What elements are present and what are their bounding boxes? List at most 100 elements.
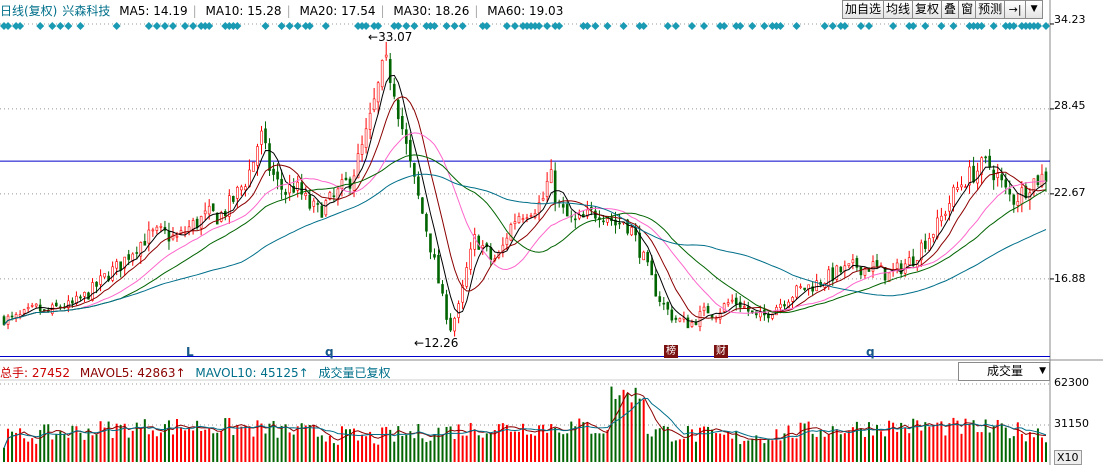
candle-body xyxy=(103,273,106,278)
diamond-signal xyxy=(1033,22,1042,30)
high-annotation: ←33.07 xyxy=(368,30,413,44)
diamond-signal xyxy=(305,22,314,30)
volume-bar xyxy=(686,426,689,462)
candle-body xyxy=(465,267,468,287)
volume-bar xyxy=(618,395,621,462)
add-to-watchlist-button[interactable]: 加自选 xyxy=(842,0,885,19)
candle-body xyxy=(895,262,899,269)
indicator-select[interactable]: 成交量 ▼ xyxy=(958,362,1050,381)
candle-body xyxy=(489,247,493,261)
volume-bar xyxy=(184,430,187,462)
candle-body xyxy=(509,224,513,241)
volume-bar xyxy=(699,427,702,462)
volume-bar xyxy=(538,425,541,462)
candle-body xyxy=(686,317,690,329)
candle-body xyxy=(964,186,967,188)
candle-body xyxy=(742,306,746,308)
diamond-signal xyxy=(261,22,270,30)
event-tag-financial[interactable]: 财 xyxy=(714,345,728,358)
candle-body xyxy=(1012,194,1016,205)
volume-bar xyxy=(51,439,54,462)
play-icon[interactable]: →| xyxy=(1004,0,1027,19)
forecast-button[interactable]: 预测 xyxy=(975,0,1006,19)
diamond-signal xyxy=(619,22,628,30)
volume-bar xyxy=(666,426,669,462)
volume-bar xyxy=(417,423,420,462)
restore-rights-button[interactable]: 复权 xyxy=(912,0,943,19)
candle-body xyxy=(674,317,678,320)
volume-bar xyxy=(900,422,903,462)
candle-body xyxy=(779,303,782,309)
volume-bar xyxy=(401,435,404,462)
candle-body xyxy=(340,179,344,189)
event-tag-list[interactable]: 榜 xyxy=(664,345,678,358)
volume-adjusted-note: 成交量已复权 xyxy=(318,366,391,380)
candle-body xyxy=(87,292,90,300)
diamond-signal xyxy=(285,22,294,30)
price-tick: 34.23 xyxy=(1054,13,1086,26)
candle-body xyxy=(1036,175,1040,185)
volume-bar xyxy=(880,431,883,462)
volume-bar xyxy=(566,433,569,462)
volume-bar xyxy=(200,430,203,462)
candle-body xyxy=(602,220,605,223)
candle-body xyxy=(300,182,304,195)
diamond-signal xyxy=(635,22,644,30)
candle-body xyxy=(413,163,416,177)
volume-bar xyxy=(847,431,850,462)
diamond-signal xyxy=(370,22,379,30)
volume-bar xyxy=(340,426,343,462)
ma-settings-button[interactable]: 均线 xyxy=(883,0,914,19)
volume-bar xyxy=(75,426,78,462)
diamond-signal xyxy=(362,22,371,30)
candle-body xyxy=(376,82,380,103)
candle-body xyxy=(956,187,959,191)
window-button[interactable]: 窗 xyxy=(958,0,977,19)
volume-bar xyxy=(421,438,424,462)
candle-body xyxy=(119,261,122,271)
volume-bar xyxy=(19,428,22,462)
volume-bar xyxy=(992,426,995,462)
candle-body xyxy=(79,296,82,299)
diamond-signal xyxy=(551,22,560,30)
volume-bar xyxy=(296,426,299,462)
volume-bar xyxy=(505,424,508,462)
diamond-signal xyxy=(716,22,725,30)
volume-bar xyxy=(771,440,774,462)
volume-bar xyxy=(23,438,26,462)
volume-bar xyxy=(876,424,879,462)
diamond-signal xyxy=(482,22,491,30)
volume-bar xyxy=(831,426,834,462)
candle-body xyxy=(932,234,935,238)
volume-bar xyxy=(602,433,605,462)
volume-bar xyxy=(493,430,496,462)
volume-bar xyxy=(481,437,484,462)
volume-bar xyxy=(228,417,231,462)
candle-body xyxy=(392,83,396,97)
volume-bar xyxy=(47,424,50,462)
volume-bar xyxy=(1000,423,1003,462)
candle-body xyxy=(143,240,147,246)
volume-bar xyxy=(119,425,122,462)
volume-bar xyxy=(192,430,195,462)
marker-q: q xyxy=(866,345,875,359)
candle-body xyxy=(388,59,392,83)
candle-body xyxy=(783,304,786,307)
candle-body xyxy=(980,157,983,175)
volume-bar xyxy=(558,432,561,462)
candle-body xyxy=(505,237,509,245)
volume-bar xyxy=(795,438,798,462)
diamond-signal xyxy=(354,22,363,30)
diamond-signal xyxy=(736,22,745,30)
candle-body xyxy=(99,275,102,285)
volume-bar xyxy=(614,398,617,462)
volume-bar xyxy=(747,440,750,462)
volume-bar xyxy=(851,427,854,462)
legend-ma5: MA5: 14.19 xyxy=(119,4,188,18)
overlay-button[interactable]: 叠 xyxy=(941,0,960,19)
chevron-down-icon[interactable]: ▼ xyxy=(1025,0,1044,19)
ma-line xyxy=(3,96,1047,325)
volume-bar xyxy=(441,434,444,462)
volume-bar xyxy=(212,433,215,462)
